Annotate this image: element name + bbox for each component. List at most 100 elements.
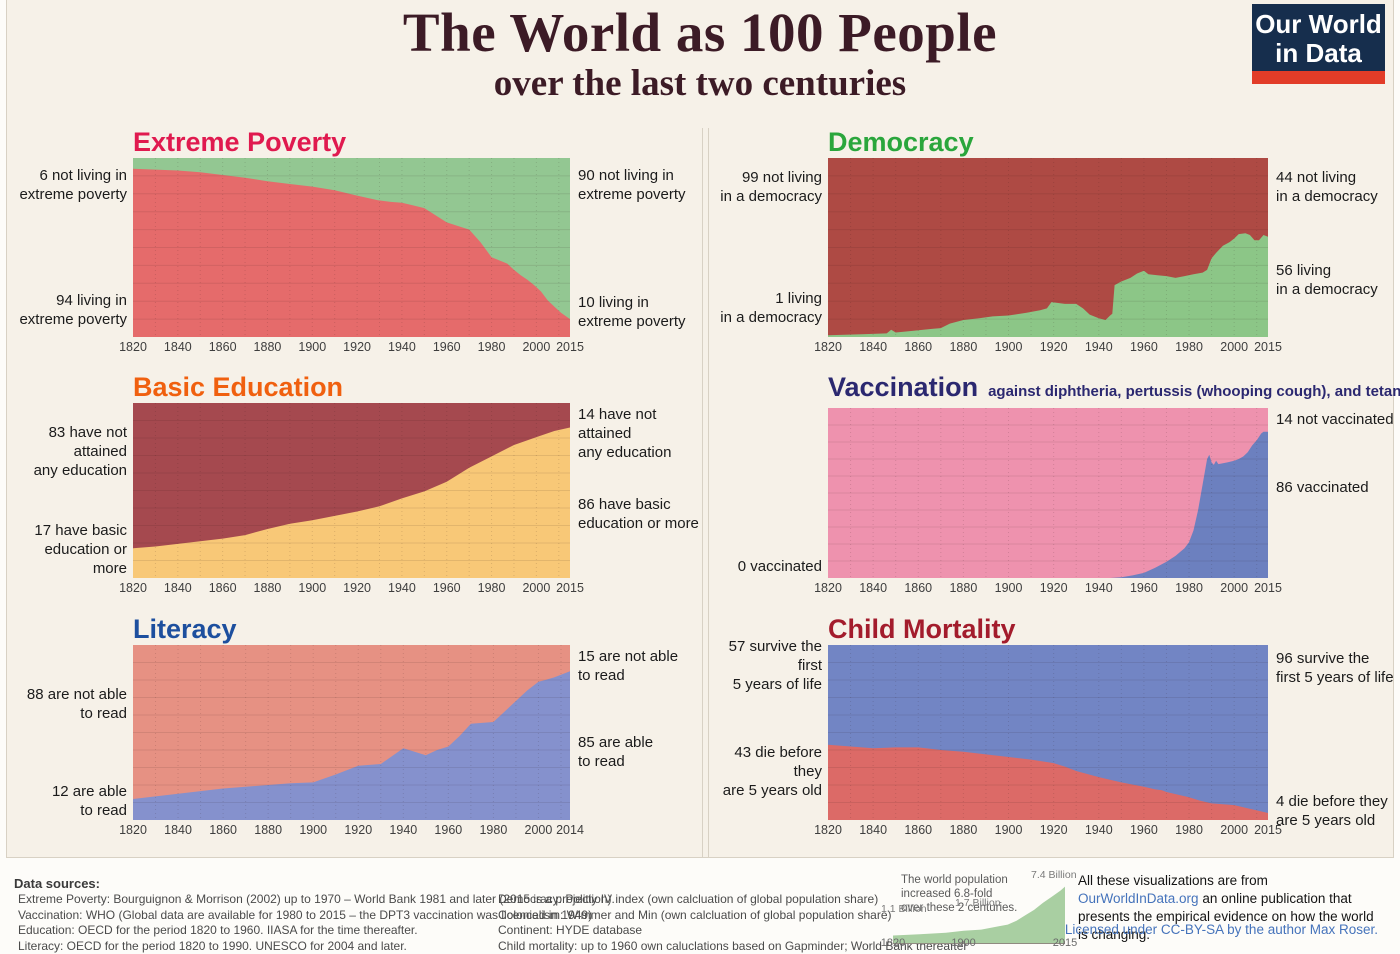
x-tick-label: 1900	[298, 581, 326, 595]
x-tick-label: 1940	[388, 340, 416, 354]
x-tick-label: 1900	[995, 340, 1023, 354]
x-tick-label: 1840	[859, 340, 887, 354]
x-tick-label: 1980	[478, 340, 506, 354]
x-tick-label: 2015	[1254, 340, 1282, 354]
label-left-top: 57 survive the first 5 years of life	[710, 637, 822, 694]
x-tick-label: 1980	[479, 823, 507, 837]
x-tick-label: 2015	[1254, 823, 1282, 837]
x-tick-label: 1980	[1175, 340, 1203, 354]
x-tick-label: 2000	[1220, 340, 1248, 354]
page-title: The World as 100 People	[0, 3, 1400, 63]
label-left-top: 99 not living in a democracy	[710, 168, 822, 206]
label-right-bottom: 56 living in a democracy	[1276, 261, 1400, 299]
label-right-top: 14 have not attained any education	[578, 405, 706, 462]
x-tick-label: 2014	[556, 823, 584, 837]
x-tick-label: 2000	[522, 340, 550, 354]
x-tick-label: 1820	[119, 581, 147, 595]
label-right-bottom: 85 are able to read	[578, 733, 706, 771]
x-tick-label: 1840	[859, 823, 887, 837]
population-label-1900: 1.7 Billion	[955, 897, 1001, 909]
x-tick-label: 1980	[478, 581, 506, 595]
chart-basic-education: Basic Education 83 have not attained any…	[14, 373, 706, 595]
x-tick-label: 1820	[119, 823, 147, 837]
x-tick-label: 1880	[949, 581, 977, 595]
label-left-bottom: 94 living in extreme poverty	[14, 291, 127, 329]
chart-democracy: Democracy 99 not living in a democracy 1…	[710, 128, 1400, 354]
x-tick-label: 1920	[1040, 340, 1068, 354]
x-tick-label: 1880	[254, 581, 282, 595]
label-left-top: 6 not living in extreme poverty	[14, 166, 127, 204]
chart-title: Literacy	[133, 615, 706, 645]
x-tick-label: 2000	[525, 823, 553, 837]
label-left-bottom: 0 vaccinated	[710, 557, 822, 576]
area-chart-literacy	[133, 645, 570, 820]
x-tick-label: 2015	[1053, 937, 1077, 949]
label-right-top: 14 not vaccinated	[1276, 410, 1400, 429]
label-right-bottom: 4 die before they are 5 years old	[1276, 792, 1400, 830]
footer: Data sources: Extreme Poverty: Bourguign…	[0, 858, 1400, 944]
chart-child-mortality: Child Mortality 57 survive the first 5 y…	[710, 615, 1400, 837]
x-tick-label: 1840	[164, 340, 192, 354]
x-tick-label: 1960	[433, 340, 461, 354]
population-label-1820: 1.1 Billion	[881, 903, 927, 915]
chart-title-text: Vaccination	[828, 372, 978, 402]
license-link[interactable]: Licensed under CC-BY-SA by the author Ma…	[1065, 922, 1378, 937]
x-tick-label: 2015	[556, 340, 584, 354]
x-tick-label: 1960	[1130, 581, 1158, 595]
x-tick-label: 1940	[1085, 581, 1113, 595]
x-tick-label: 1900	[995, 823, 1023, 837]
x-tick-label: 1960	[433, 581, 461, 595]
x-tick-label: 1840	[164, 823, 192, 837]
label-left-top: 88 are not able to read	[14, 685, 127, 723]
chart-title: Democracy	[828, 128, 1400, 158]
x-tick-label: 1940	[1085, 823, 1113, 837]
owid-link[interactable]: OurWorldInData.org	[1078, 891, 1199, 906]
x-tick-label: 1920	[1040, 581, 1068, 595]
x-tick-label: 1900	[995, 581, 1023, 595]
chart-title: Basic Education	[133, 373, 706, 403]
x-tick-label: 1940	[1085, 340, 1113, 354]
x-tick-label: 1860	[209, 823, 237, 837]
x-tick-label: 1860	[904, 340, 932, 354]
x-tick-label: 2000	[1220, 581, 1248, 595]
x-tick-label: 1920	[344, 823, 372, 837]
label-left-bottom: 17 have basic education or more	[14, 521, 127, 578]
chart-title: Child Mortality	[828, 615, 1400, 645]
x-tick-label: 1960	[1130, 823, 1158, 837]
x-tick-label: 1820	[881, 937, 905, 949]
label-right-top: 90 not living in extreme poverty	[578, 166, 706, 204]
label-left-bottom: 1 living in a democracy	[710, 289, 822, 327]
x-tick-label: 1980	[1175, 823, 1203, 837]
header: The World as 100 People over the last tw…	[0, 0, 1400, 105]
x-tick-label: 1840	[164, 581, 192, 595]
x-tick-label: 1980	[1175, 581, 1203, 595]
x-tick-label: 2015	[1254, 581, 1282, 595]
page-subtitle: over the last two centuries	[0, 63, 1400, 105]
x-tick-label: 1820	[119, 340, 147, 354]
population-label-2015: 7.4 Billion	[1031, 869, 1077, 881]
x-tick-label: 1900	[298, 340, 326, 354]
area-chart-vaccination	[828, 408, 1268, 578]
x-tick-label: 1820	[814, 581, 842, 595]
x-tick-label: 2015	[556, 581, 584, 595]
area-chart-extreme-poverty	[133, 158, 570, 337]
area-chart-basic-education	[133, 403, 570, 578]
x-tick-label: 1920	[1040, 823, 1068, 837]
x-tick-label: 1820	[814, 823, 842, 837]
about-prefix: All these visualizations are from	[1078, 873, 1268, 888]
label-left-bottom: 43 die before they are 5 years old	[710, 743, 822, 800]
chart-literacy: Literacy 88 are not able to read 12 are …	[14, 615, 706, 837]
x-tick-label: 2000	[522, 581, 550, 595]
data-sources-heading: Data sources:	[14, 876, 100, 891]
x-tick-label: 1860	[209, 340, 237, 354]
x-tick-label: 1940	[389, 823, 417, 837]
x-tick-label: 1920	[343, 581, 371, 595]
label-left-top: 83 have not attained any education	[14, 423, 127, 480]
